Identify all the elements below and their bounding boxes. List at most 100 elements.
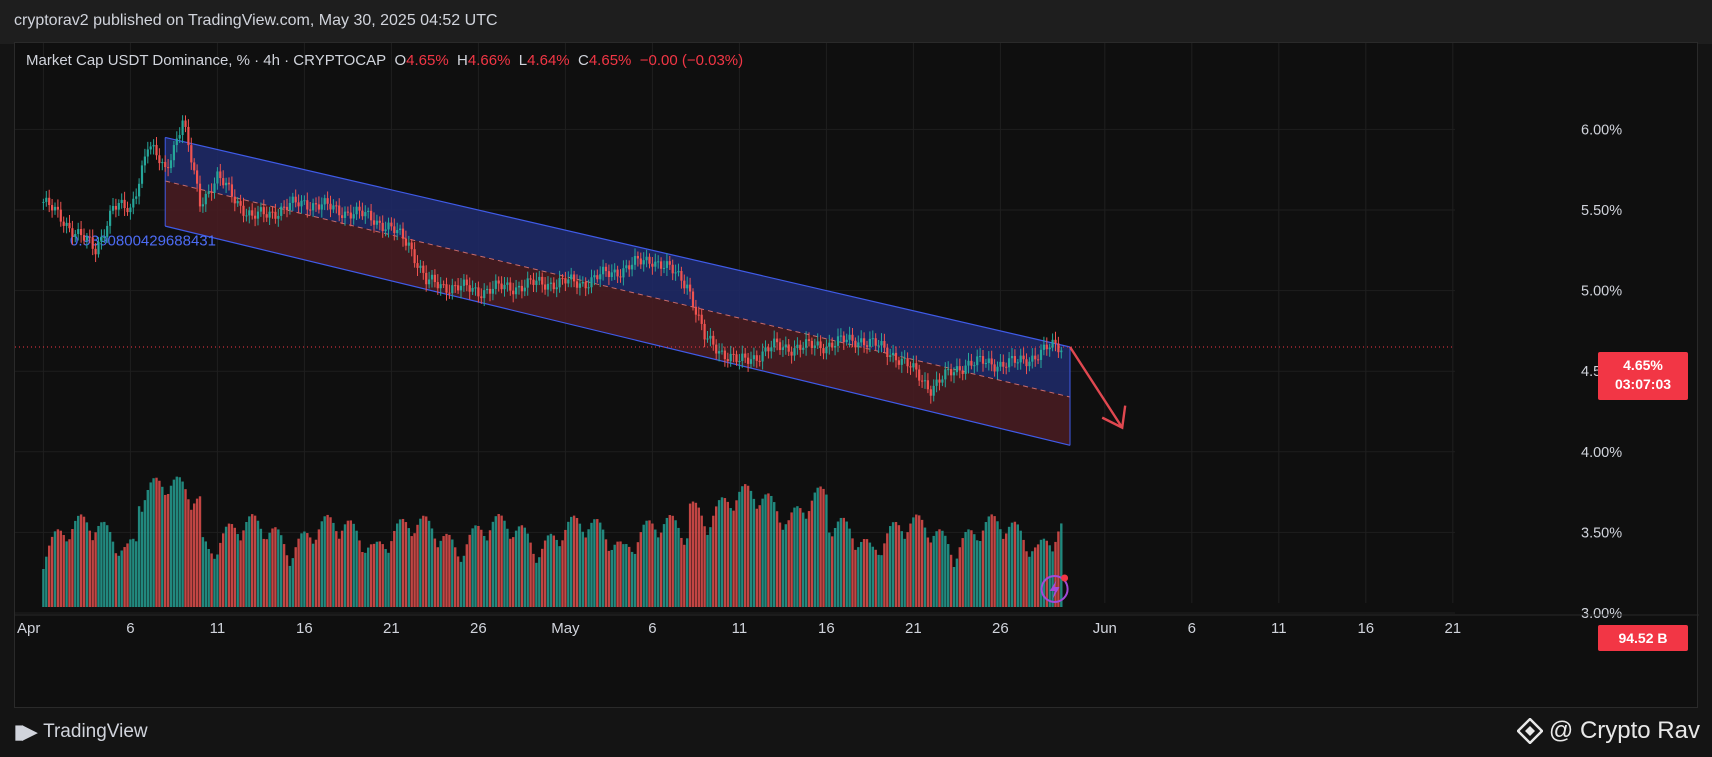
- candle-body: [993, 364, 996, 372]
- candle-body: [306, 200, 309, 210]
- candle-body: [712, 335, 715, 345]
- candle-body: [900, 358, 903, 365]
- volume-bar: [375, 541, 379, 607]
- candle-body: [140, 165, 144, 184]
- candle-body: [120, 199, 123, 204]
- x-tick-label: 21: [1444, 620, 1461, 637]
- volume-bar: [224, 526, 228, 607]
- candle-body: [596, 275, 599, 280]
- chart-area[interactable]: 0.93908004296884316.00%5.50%5.00%4.50%4.…: [14, 42, 1699, 709]
- volume-bar: [1025, 551, 1028, 607]
- volume-bar: [158, 480, 161, 607]
- candle-body: [944, 369, 947, 380]
- candle-body: [935, 379, 938, 386]
- candle-body: [628, 265, 631, 270]
- volume-bar: [700, 515, 703, 607]
- volume-bar: [201, 537, 205, 607]
- volume-bar: [833, 527, 837, 607]
- volume-bar: [416, 524, 419, 607]
- volume-bar: [1022, 539, 1025, 607]
- candle-body: [152, 144, 155, 147]
- volume-bar: [735, 500, 738, 607]
- candle-body: [926, 380, 929, 390]
- volume-bar: [340, 530, 344, 607]
- volume-bar: [891, 522, 895, 607]
- volume-bar: [738, 491, 741, 607]
- volume-bar: [662, 524, 666, 607]
- candle-body: [312, 203, 315, 211]
- volume-bar: [82, 516, 86, 607]
- volume-bar: [590, 522, 593, 607]
- candle-body: [123, 199, 126, 209]
- volume-bar: [282, 544, 286, 607]
- volume-bar: [912, 517, 915, 607]
- volume-bar: [813, 492, 816, 607]
- volume-bar: [393, 530, 396, 607]
- candle-body: [245, 215, 248, 217]
- candle-body: [796, 344, 799, 349]
- volume-bar: [636, 542, 640, 607]
- candle-body: [262, 207, 265, 215]
- volume-bar: [526, 533, 529, 607]
- volume-bar: [514, 530, 518, 607]
- volume-bar: [230, 524, 234, 607]
- volume-bar: [839, 517, 843, 607]
- volume-bar: [822, 488, 825, 607]
- candle-body: [749, 359, 753, 364]
- candle-body: [854, 340, 857, 348]
- tradingview-logo[interactable]: ▮▶ TradingView: [14, 718, 148, 746]
- volume-bar: [303, 531, 306, 607]
- candle-body: [723, 350, 726, 360]
- volume-bar: [48, 545, 51, 607]
- candle-body: [1005, 366, 1008, 368]
- volume-bar: [94, 532, 97, 607]
- volume-bar: [990, 514, 993, 607]
- candle-body: [277, 215, 280, 219]
- volume-bar: [329, 517, 332, 607]
- volume-bar: [271, 528, 274, 607]
- candle-body: [445, 284, 448, 293]
- volume-bar: [845, 521, 848, 607]
- candle-body: [1010, 356, 1014, 359]
- volume-bar: [172, 479, 176, 607]
- legend-change: −0.00 (−0.03%): [639, 52, 744, 69]
- volume-bar: [462, 555, 466, 607]
- volume-bar: [512, 537, 515, 607]
- volume-bar: [952, 567, 956, 607]
- candle-body: [198, 183, 202, 207]
- volume-bar: [923, 527, 927, 607]
- candle-body: [161, 161, 164, 164]
- volume-bar: [155, 477, 158, 607]
- volume-bar: [483, 535, 486, 607]
- volume-bar: [50, 536, 54, 607]
- candle-body: [1042, 344, 1045, 350]
- candle-body: [65, 222, 68, 226]
- volume-bar: [732, 510, 735, 607]
- candle-body: [894, 352, 898, 361]
- volume-bar: [807, 511, 811, 607]
- candle-body: [645, 256, 648, 261]
- candle-body: [167, 167, 170, 169]
- candle-body: [1054, 339, 1057, 344]
- legend-low: 4.64%: [527, 52, 570, 69]
- candle-body: [616, 269, 619, 277]
- candle-body: [1039, 349, 1043, 360]
- volume-bar: [149, 482, 152, 607]
- volume-bar: [894, 521, 898, 607]
- y-tick-label: 3.00%: [1581, 606, 1622, 622]
- candle-body: [520, 285, 523, 292]
- volume-bar: [622, 544, 625, 607]
- candle-body: [42, 201, 45, 203]
- volume-bar: [628, 546, 631, 607]
- volume-bar: [277, 529, 280, 607]
- candle-body: [149, 146, 152, 150]
- volume-bar: [996, 521, 999, 607]
- price-chart[interactable]: 0.93908004296884316.00%5.50%5.00%4.50%4.…: [15, 43, 1699, 709]
- volume-bar: [369, 544, 373, 607]
- candle-body: [451, 285, 454, 294]
- volume-bar: [85, 522, 89, 607]
- candle-body: [883, 341, 886, 348]
- volume-bar: [616, 541, 619, 607]
- candle-body: [1028, 361, 1031, 367]
- candle-body: [384, 229, 387, 232]
